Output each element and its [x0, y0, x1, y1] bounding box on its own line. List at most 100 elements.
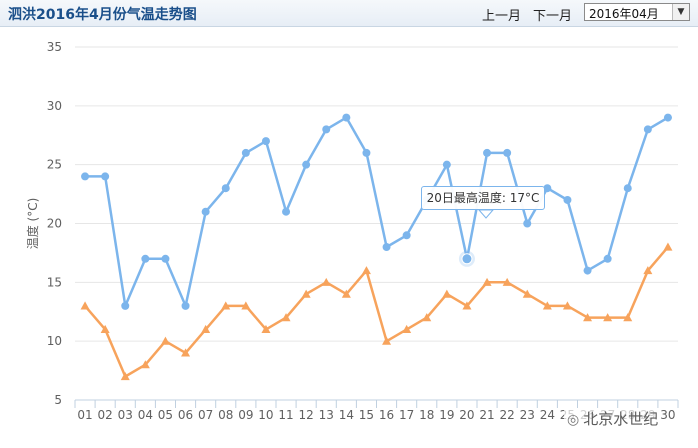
x-tick-label: 12 — [299, 408, 314, 422]
x-tick-label: 08 — [218, 408, 233, 422]
chart-tooltip: 20日最高温度: 17°C — [421, 186, 545, 210]
series-line-2 — [83, 245, 670, 378]
data-point — [161, 254, 170, 263]
x-tick-label: 04 — [138, 408, 153, 422]
data-point — [562, 301, 572, 310]
data-point — [522, 289, 532, 298]
data-point — [663, 242, 673, 251]
month-select-value: 2016年04月 — [589, 7, 659, 21]
data-point — [121, 301, 130, 310]
x-tick-label: 17 — [399, 408, 414, 422]
y-axis-label: 温度 (°C) — [25, 198, 40, 250]
data-point — [542, 301, 552, 310]
x-tick-label: 11 — [278, 408, 293, 422]
data-point — [643, 125, 652, 134]
x-tick-label: 21 — [479, 408, 494, 422]
x-tick-label: 05 — [158, 408, 173, 422]
x-tick-label: 02 — [98, 408, 113, 422]
data-point — [282, 207, 291, 216]
data-point — [643, 266, 653, 275]
data-point — [623, 184, 632, 193]
chevron-down-icon: ▼ — [672, 4, 689, 20]
x-tick-label: 19 — [439, 408, 454, 422]
x-tick-label: 23 — [520, 408, 535, 422]
data-point — [302, 160, 311, 169]
y-tick-label: 20 — [47, 217, 62, 231]
data-point — [483, 148, 492, 157]
x-tick-label: 14 — [339, 408, 354, 422]
data-point — [342, 113, 351, 122]
data-point — [583, 266, 592, 275]
data-point — [402, 231, 411, 240]
y-tick-label: 10 — [47, 334, 62, 348]
watermark-text: 北京水世纪 — [583, 410, 659, 428]
data-point — [322, 125, 331, 134]
wechat-icon: ◎ — [567, 412, 580, 428]
data-point — [523, 219, 532, 228]
data-point — [362, 148, 371, 157]
data-point — [181, 301, 190, 310]
data-point — [101, 172, 110, 181]
x-tick-label: 09 — [238, 408, 253, 422]
data-point — [141, 254, 150, 263]
data-point — [603, 313, 613, 322]
x-tick-label: 06 — [178, 408, 193, 422]
data-point — [382, 243, 391, 252]
data-point — [603, 254, 612, 263]
tooltip-text: 20日最高温度: 17°C — [426, 191, 540, 205]
y-tick-label: 25 — [47, 158, 62, 172]
data-point — [442, 160, 451, 169]
data-point — [261, 137, 270, 146]
data-point — [181, 348, 191, 357]
x-tick-label: 15 — [359, 408, 374, 422]
data-point — [361, 266, 371, 275]
data-point — [140, 360, 150, 369]
data-point — [201, 324, 211, 333]
data-point — [80, 301, 90, 310]
y-tick-label: 15 — [47, 275, 62, 289]
x-tick-label: 22 — [500, 408, 515, 422]
x-tick-label: 10 — [258, 408, 273, 422]
data-point — [663, 113, 672, 122]
data-point — [583, 313, 593, 322]
data-point — [623, 313, 633, 322]
series-line-1 — [83, 116, 670, 308]
month-select[interactable]: 2016年04月 ▼ — [584, 3, 690, 21]
chart-title: 泗洪2016年4月份气温走势图 — [8, 7, 197, 23]
data-point — [422, 313, 432, 322]
watermark: ◎ 北京水世纪 — [564, 408, 662, 430]
data-point — [241, 301, 251, 310]
data-point — [120, 371, 130, 381]
data-point — [301, 289, 311, 298]
data-point — [563, 195, 572, 204]
next-month-link[interactable]: 下一月 — [533, 9, 573, 24]
x-tick-label: 16 — [379, 408, 394, 422]
data-point — [462, 301, 472, 310]
x-tick-label: 07 — [198, 408, 213, 422]
data-point — [341, 289, 351, 298]
data-point — [81, 172, 90, 181]
x-tick-label: 01 — [77, 408, 92, 422]
x-tick-label: 18 — [419, 408, 434, 422]
top-bar: 泗洪2016年4月份气温走势图 上一月 下一月 2016年04月 ▼ — [0, 0, 698, 27]
data-point — [503, 148, 512, 157]
x-tick-label: 24 — [540, 408, 555, 422]
data-point — [261, 324, 271, 333]
x-tick-label: 03 — [118, 408, 133, 422]
y-tick-label: 5 — [54, 393, 62, 407]
data-point — [100, 324, 110, 333]
y-tick-label: 30 — [47, 99, 62, 113]
tooltip-pointer — [477, 209, 495, 219]
data-point — [502, 277, 512, 286]
data-point — [241, 148, 250, 157]
data-point — [201, 207, 210, 216]
x-tick-label: 20 — [459, 408, 474, 422]
data-point — [221, 184, 230, 193]
prev-month-link[interactable]: 上一月 — [482, 9, 522, 24]
data-point — [221, 301, 231, 310]
x-tick-label: 30 — [660, 408, 675, 422]
data-point — [442, 289, 452, 298]
data-point — [382, 336, 392, 345]
x-tick-label: 13 — [319, 408, 334, 422]
